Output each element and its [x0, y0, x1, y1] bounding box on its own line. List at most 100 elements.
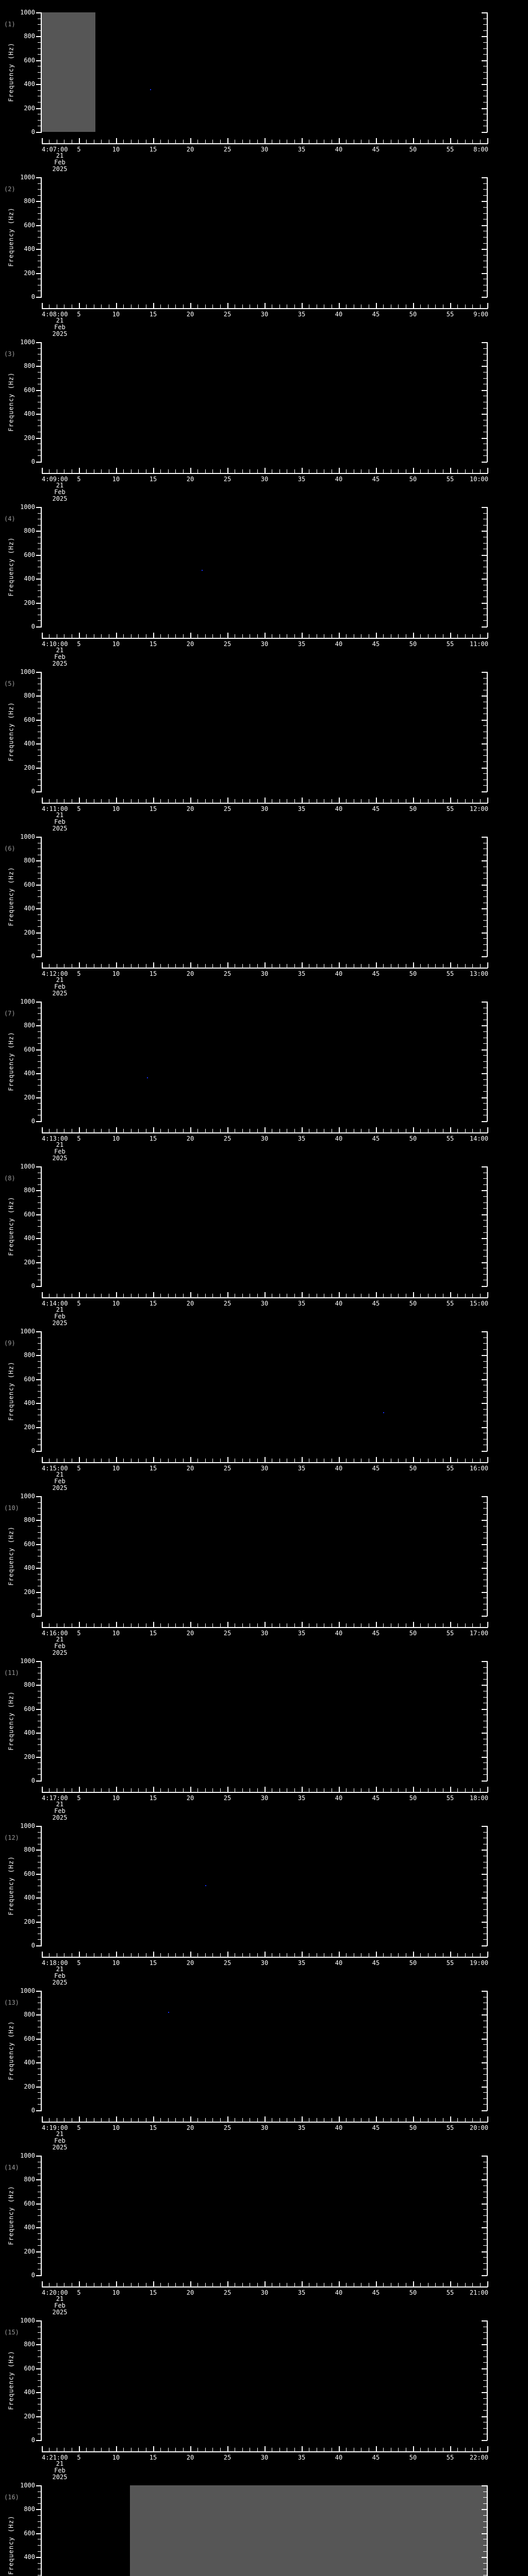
- x-tick: [101, 1953, 102, 1957]
- y-tick-right: [482, 1850, 487, 1851]
- x-axis-end-label: 21:00: [469, 2289, 488, 2296]
- y-tick: [38, 378, 42, 379]
- x-tick-label: 15: [149, 970, 157, 977]
- y-tick: [38, 243, 42, 244]
- x-tick: [383, 1623, 384, 1627]
- y-tick-right: [483, 2239, 487, 2240]
- x-tick: [168, 304, 169, 308]
- x-tick: [123, 634, 124, 638]
- x-tick: [123, 1623, 124, 1627]
- y-tick-label: 600: [24, 1210, 35, 1218]
- y-tick: [36, 2275, 42, 2276]
- x-axis-start-label: 4:08:00: [42, 311, 68, 318]
- x-tick: [242, 1459, 243, 1462]
- x-tick: [123, 1788, 124, 1792]
- x-tick: [212, 964, 213, 968]
- x-tick: [383, 634, 384, 638]
- x-tick: [138, 304, 139, 308]
- x-tick-label: 50: [409, 1959, 417, 1967]
- y-tick-right: [483, 2050, 487, 2051]
- y-tick-right: [483, 524, 487, 526]
- x-tick: [205, 1459, 206, 1462]
- x-tick: [472, 304, 473, 308]
- y-tick-right: [482, 1781, 487, 1782]
- x-tick: [101, 2283, 102, 2286]
- x-tick: [220, 304, 221, 308]
- x-tick: [212, 140, 213, 143]
- x-tick: [465, 1623, 466, 1627]
- x-tick-label: 10: [112, 640, 120, 648]
- y-tick-right: [483, 1744, 487, 1745]
- x-tick: [257, 1623, 258, 1627]
- y-tick-right: [483, 677, 487, 679]
- x-tick: [138, 1623, 139, 1627]
- x-tick-label: 35: [298, 2124, 306, 2131]
- y-axis-title: Frequency (Hz): [7, 12, 15, 132]
- x-axis-start-label: 4:09:00: [42, 476, 68, 483]
- y-tick: [38, 255, 42, 256]
- x-axis-date-stack: 21 Feb 2025: [42, 482, 78, 502]
- plot-area: [42, 507, 487, 626]
- x-tick: [435, 1788, 436, 1792]
- x-tick: [339, 798, 340, 803]
- y-tick-right: [483, 1256, 487, 1257]
- x-tick-label: 25: [223, 2124, 232, 2131]
- spectrogram-panel: 0 200 400 600 800 1000 Frequency (Hz) (4) 4:10:0…: [0, 495, 528, 667]
- y-tick-label: 600: [24, 386, 35, 394]
- y-tick: [36, 1568, 42, 1569]
- x-tick: [450, 962, 451, 968]
- x-tick-label: 45: [372, 311, 380, 318]
- x-tick-label: 20: [186, 1794, 194, 1802]
- x-tick: [123, 469, 124, 473]
- x-tick-label: 50: [409, 970, 417, 977]
- data-marker: [168, 2011, 169, 2013]
- x-tick: [79, 2116, 80, 2122]
- x-tick: [450, 2116, 451, 2122]
- x-tick: [153, 798, 154, 803]
- y-tick-right: [483, 2497, 487, 2498]
- x-tick-label: 30: [260, 2289, 269, 2296]
- x-tick: [160, 2448, 161, 2451]
- x-tick-label: 5: [77, 1135, 81, 1142]
- x-axis-end-label: 14:00: [469, 1135, 488, 1142]
- y-tick-label: 0: [31, 1612, 35, 1619]
- x-tick: [220, 964, 221, 968]
- x-tick: [212, 304, 213, 308]
- x-axis-date-line-1: 21: [56, 811, 64, 819]
- x-tick: [138, 1459, 139, 1462]
- x-tick: [220, 634, 221, 638]
- x-tick: [257, 799, 258, 803]
- x-tick: [487, 1127, 488, 1133]
- x-tick: [265, 468, 266, 473]
- y-tick-label: 0: [31, 1777, 35, 1784]
- y-axis-right-spine: [487, 1991, 488, 2111]
- x-tick-label: 20: [186, 640, 194, 648]
- x-axis-date-line-2: Feb: [54, 1478, 65, 1485]
- y-tick: [36, 719, 42, 721]
- y-tick-label: 1000: [20, 998, 35, 1005]
- y-tick: [38, 2551, 42, 2552]
- y-tick: [38, 2209, 42, 2210]
- x-tick: [279, 1459, 280, 1462]
- y-tick-label: 200: [24, 104, 35, 112]
- y-tick: [38, 1679, 42, 1680]
- y-tick-label: 600: [24, 1540, 35, 1548]
- y-tick-right: [483, 2527, 487, 2528]
- y-tick: [36, 2086, 42, 2088]
- x-tick-label: 55: [446, 311, 454, 318]
- x-tick: [435, 1294, 436, 1297]
- spectrogram-panel: 0 200 400 600 800 1000 Frequency (Hz) (2) 4:08:0…: [0, 165, 528, 337]
- x-tick-label: 25: [223, 805, 232, 812]
- x-axis-date-stack: 21 Feb 2025: [42, 2131, 78, 2151]
- y-axis-title-text: Frequency (Hz): [8, 1856, 15, 1916]
- x-tick: [153, 962, 154, 968]
- y-axis-right-spine: [487, 1496, 488, 1616]
- y-tick-label: 800: [24, 2341, 35, 2348]
- y-tick-right: [483, 2350, 487, 2351]
- x-tick-label: 45: [372, 2289, 380, 2296]
- x-axis-date-line-2: Feb: [54, 1642, 65, 1650]
- x-tick-label: 55: [446, 1465, 454, 1472]
- x-tick: [183, 1788, 184, 1792]
- y-tick-label: 600: [24, 56, 35, 64]
- y-tick: [36, 60, 42, 61]
